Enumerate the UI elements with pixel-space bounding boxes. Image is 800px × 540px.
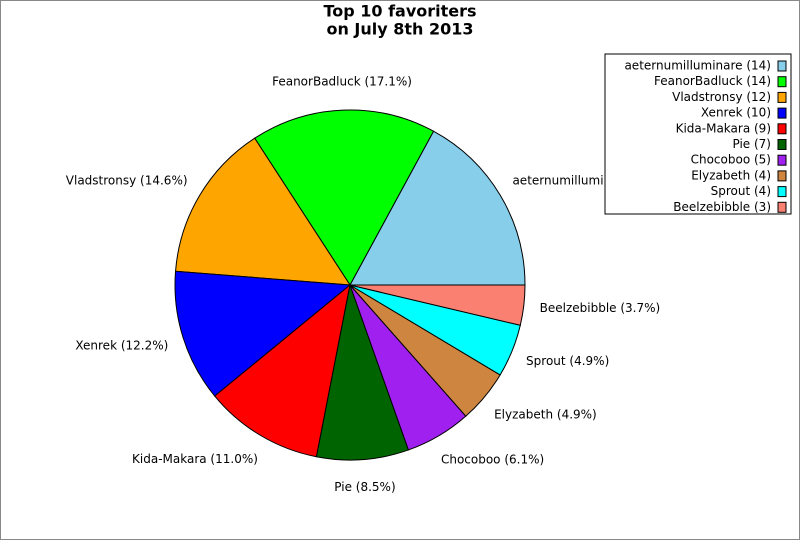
legend-swatch	[777, 139, 787, 150]
legend-label: Pie (7)	[732, 137, 771, 151]
legend-label: Beelzebibble (3)	[673, 200, 771, 214]
legend-swatch	[777, 123, 787, 135]
legend-swatch	[777, 186, 787, 198]
legend-label: aeternumilluminare (14)	[624, 59, 771, 73]
legend-swatch	[777, 76, 787, 88]
legend-label: Chocoboo (5)	[691, 153, 771, 167]
legend-label: Xenrek (10)	[701, 106, 771, 120]
slice-label: Chocoboo (6.1%)	[441, 452, 544, 466]
slice-label: Sprout (4.9%)	[526, 354, 609, 368]
pie-slice	[254, 109, 435, 286]
slice-label: Kida-Makara (11.0%)	[132, 452, 258, 466]
pie-slice	[315, 283, 410, 461]
chart-subtitle: on July 8th 2013	[326, 20, 473, 39]
legend-swatch	[777, 60, 787, 72]
legend-swatch	[777, 107, 787, 119]
slice-label: Pie (8.5%)	[334, 480, 395, 494]
legend-swatch	[777, 91, 787, 103]
pie-slice	[349, 284, 526, 326]
legend-swatch	[777, 201, 787, 213]
legend-swatch	[777, 170, 787, 182]
slice-label: Elyzabeth (4.9%)	[494, 407, 597, 421]
legend-label: Elyzabeth (4)	[691, 168, 771, 182]
pie-slice	[349, 130, 526, 286]
legend: aeternumilluminare (14)FeanorBadluck (14…	[604, 53, 792, 215]
slice-label: Xenrek (12.2%)	[75, 338, 168, 352]
legend-label: FeanorBadluck (14)	[654, 74, 771, 88]
legend-label: Kida-Makara (9)	[676, 121, 771, 135]
legend-box	[604, 53, 792, 215]
pie-slice	[174, 270, 352, 397]
pie-slice	[214, 283, 351, 458]
legend-swatch	[777, 154, 787, 166]
slice-label: Vladstronsy (14.6%)	[66, 174, 188, 188]
chart-title: Top 10 favoriters	[323, 2, 476, 21]
pie-slice	[175, 137, 351, 286]
legend-label: Sprout (4)	[711, 184, 771, 198]
slice-label: Beelzebibble (3.7%)	[540, 301, 661, 315]
slice-label: FeanorBadluck (17.1%)	[272, 75, 412, 89]
legend-label: Vladstronsy (12)	[672, 90, 771, 104]
